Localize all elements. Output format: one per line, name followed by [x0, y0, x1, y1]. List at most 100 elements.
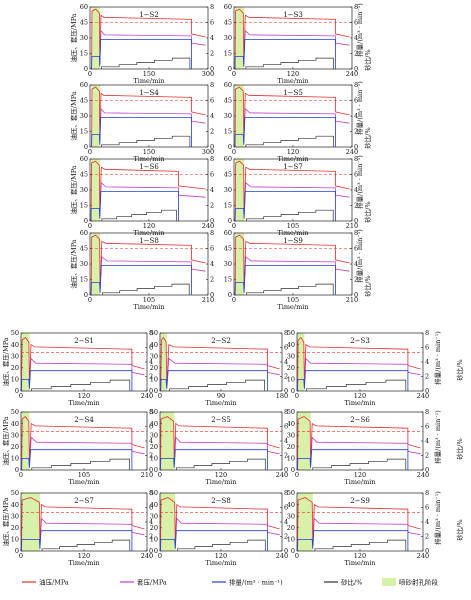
- x-tick-label: 120: [78, 392, 90, 400]
- left-tick-label: 50: [11, 408, 19, 416]
- x-tick-label: 0: [295, 471, 299, 479]
- right-y-axis-label-sand: 砂比/%: [455, 438, 464, 459]
- left-tick-label: 0: [15, 466, 19, 474]
- right-tick-label: 8: [425, 408, 429, 416]
- spray-stage-band: [235, 233, 245, 295]
- x-tick-label: 0: [295, 392, 299, 400]
- pump-rate-line: [160, 449, 268, 471]
- right-tick-label: 2: [284, 533, 288, 541]
- sand-ratio-line: [31, 379, 131, 391]
- right-tick-label: 0: [149, 466, 153, 474]
- x-tick-label: 240: [141, 552, 153, 560]
- x-tick-label: 105: [287, 296, 299, 304]
- pump-rate-line: [234, 117, 336, 148]
- casing-pressure-line: [243, 255, 350, 290]
- spray-stage-band: [234, 7, 244, 69]
- right-y-axis-label-sand: 砂比/%: [363, 127, 372, 148]
- left-tick-label: 0: [84, 143, 88, 151]
- left-tick-label: 30: [224, 260, 232, 268]
- x-tick-label: 240: [417, 471, 429, 479]
- casing-pressure-line: [29, 436, 145, 465]
- x-axis-label: Time/min: [344, 559, 375, 567]
- right-tick-label: 4: [354, 260, 358, 268]
- right-tick-label: 6: [425, 344, 429, 352]
- casing-pressure-line: [243, 29, 350, 64]
- left-tick-label: 60: [80, 81, 88, 89]
- left-tick-label: 30: [150, 512, 158, 520]
- x-axis-label: Time/min: [344, 399, 375, 407]
- x-tick-label: 120: [354, 471, 366, 479]
- right-tick-label: 4: [210, 112, 214, 120]
- spray-stage-band: [234, 85, 244, 147]
- left-tick-label: 20: [11, 524, 19, 532]
- spray-stage-band: [21, 412, 30, 470]
- right-tick-label: 8: [284, 408, 288, 416]
- left-y-axis-label: 油压、套压/MPa: [69, 91, 78, 140]
- x-tick-label: 210: [346, 296, 358, 304]
- right-tick-label: 2: [354, 128, 358, 136]
- left-tick-label: 20: [11, 443, 19, 451]
- right-tick-label: 0: [425, 387, 429, 395]
- left-tick-label: 40: [11, 501, 19, 509]
- panel-title: 2−S5: [211, 416, 231, 424]
- spray-stage-band: [160, 412, 175, 470]
- left-tick-label: 0: [84, 291, 88, 299]
- x-tick-label: 0: [158, 552, 162, 560]
- left-tick-label: 10: [11, 536, 19, 544]
- panel-title: 1−S4: [139, 89, 159, 97]
- x-tick-label: 120: [287, 148, 299, 156]
- left-tick-label: 0: [291, 466, 295, 474]
- x-tick-label: 120: [215, 471, 227, 479]
- right-tick-label: 6: [425, 504, 429, 512]
- right-tick-label: 6: [284, 344, 288, 352]
- panel-1−S3: 0 15 30 45 60 0 2 4 6 8 0 120 240 Time/min 1−S3: [224, 3, 358, 85]
- legend-label: 油压/MPa: [39, 577, 69, 586]
- casing-pressure-line: [166, 357, 280, 386]
- left-tick-label: 30: [80, 260, 88, 268]
- right-tick-label: 8: [354, 229, 358, 237]
- left-tick-label: 50: [150, 489, 158, 497]
- right-tick-label: 8: [210, 81, 214, 89]
- sand-ratio-line: [101, 209, 177, 221]
- x-tick-label: 0: [88, 222, 92, 230]
- right-tick-label: 8: [284, 489, 288, 497]
- x-tick-label: 0: [158, 392, 162, 400]
- left-tick-label: 20: [287, 524, 295, 532]
- x-tick-label: 90: [217, 392, 225, 400]
- spray-stage-band: [235, 159, 245, 221]
- left-tick-label: 30: [287, 512, 295, 520]
- left-tick-label: 60: [80, 3, 88, 11]
- right-tick-label: 8: [354, 155, 358, 163]
- left-tick-label: 45: [224, 171, 232, 179]
- panel-1−S2: 0 15 30 45 60 0 2 4 6 8 0 150 300 Time/min 1−S2: [80, 3, 214, 85]
- left-tick-label: 60: [224, 229, 232, 237]
- left-tick-label: 45: [80, 171, 88, 179]
- legend-label: 砂比/%: [341, 577, 362, 586]
- panel-title: 1−S3: [283, 11, 303, 19]
- left-tick-label: 45: [224, 19, 232, 27]
- x-tick-label: 120: [143, 222, 155, 230]
- casing-pressure-line: [174, 517, 280, 546]
- right-tick-label: 6: [284, 504, 288, 512]
- right-tick-label: 6: [149, 504, 153, 512]
- left-tick-label: 30: [80, 186, 88, 194]
- left-tick-label: 40: [11, 420, 19, 428]
- sand-ratio-line: [312, 458, 407, 470]
- casing-pressure-line: [310, 436, 421, 465]
- right-tick-label: 8: [210, 3, 214, 11]
- left-tick-label: 0: [228, 291, 232, 299]
- right-tick-label: 6: [210, 19, 214, 27]
- x-tick-label: 0: [19, 392, 23, 400]
- right-y-axis-label-rate: 排量/(m³ · min⁻¹): [355, 3, 364, 57]
- sand-ratio-line: [245, 135, 334, 147]
- sand-ratio-line: [169, 379, 265, 391]
- right-y-axis-label-rate: 排量/(m³ · min⁻¹): [355, 229, 364, 283]
- left-tick-label: 60: [224, 81, 232, 89]
- right-tick-label: 8: [425, 329, 429, 337]
- left-tick-label: 15: [80, 276, 88, 284]
- left-tick-label: 0: [84, 65, 88, 73]
- right-tick-label: 8: [425, 489, 429, 497]
- left-tick-label: 30: [11, 512, 19, 520]
